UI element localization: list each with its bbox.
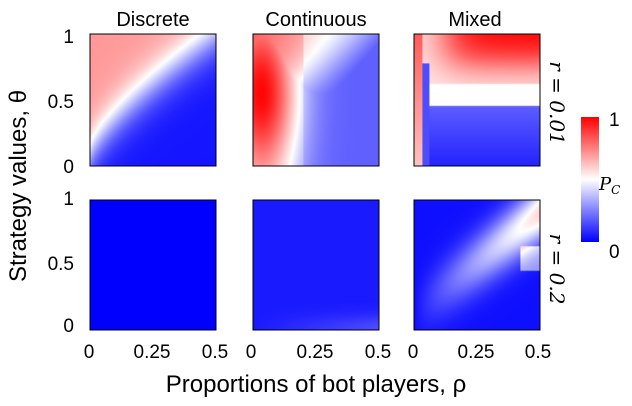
colorbar-label-main: P	[598, 174, 612, 195]
heatmap-discrete-r-0.2	[90, 200, 216, 330]
y-tick-bottom-0: 0	[63, 316, 74, 337]
heatmap-continuous-r-0.2	[253, 200, 379, 330]
x-tick-c2-0: 0	[246, 342, 257, 363]
x-axis-label: Proportions of bot players, ρ	[166, 371, 466, 398]
y-axis-label: Strategy values, θ	[5, 90, 32, 282]
x-tick-c1-0.25: 0.25	[134, 342, 171, 363]
heatmap-discrete-r-0.01	[90, 34, 216, 166]
row-label-r-0.01: r = 0.01	[545, 61, 569, 145]
colorbar-tick-1: 1	[609, 110, 620, 131]
y-tick-top-0: 0	[63, 157, 74, 178]
y-tick-bottom-1: 1	[63, 189, 74, 210]
y-tick-top-0.5: 0.5	[48, 92, 74, 113]
colorbar	[581, 117, 599, 242]
colorbar-tick-0: 0	[609, 242, 620, 263]
y-tick-bottom-0.5: 0.5	[48, 254, 74, 275]
x-tick-c3-0.25: 0.25	[458, 342, 495, 363]
heatmap-mixed-r-0.01	[414, 34, 540, 166]
panel-frame	[252, 199, 380, 331]
colorbar-label-sub: C	[611, 183, 620, 197]
x-tick-c3-0.5: 0.5	[525, 342, 551, 363]
panel-frame	[413, 199, 541, 331]
x-tick-c2-0.25: 0.25	[297, 342, 334, 363]
x-tick-c1-0: 0	[84, 342, 95, 363]
column-title-discrete: Discrete	[116, 9, 189, 31]
y-tick-top-1: 1	[63, 27, 74, 48]
panel-frame	[89, 33, 217, 167]
colorbar-label: PC	[598, 174, 620, 197]
heatmap-continuous-r-0.01	[253, 34, 379, 166]
x-tick-c1-0.5: 0.5	[202, 342, 228, 363]
panel-frame	[89, 199, 217, 331]
column-title-continuous: Continuous	[265, 9, 366, 31]
x-tick-c3-0: 0	[408, 342, 419, 363]
panel-frame	[252, 33, 380, 167]
row-label-r-0.2: r = 0.2	[545, 234, 569, 305]
x-tick-c2-0.5: 0.5	[365, 342, 391, 363]
heatmap-panels	[89, 33, 541, 331]
column-title-mixed: Mixed	[448, 9, 501, 31]
heatmap-mixed-r-0.2	[414, 200, 540, 330]
panel-frame	[413, 33, 541, 167]
